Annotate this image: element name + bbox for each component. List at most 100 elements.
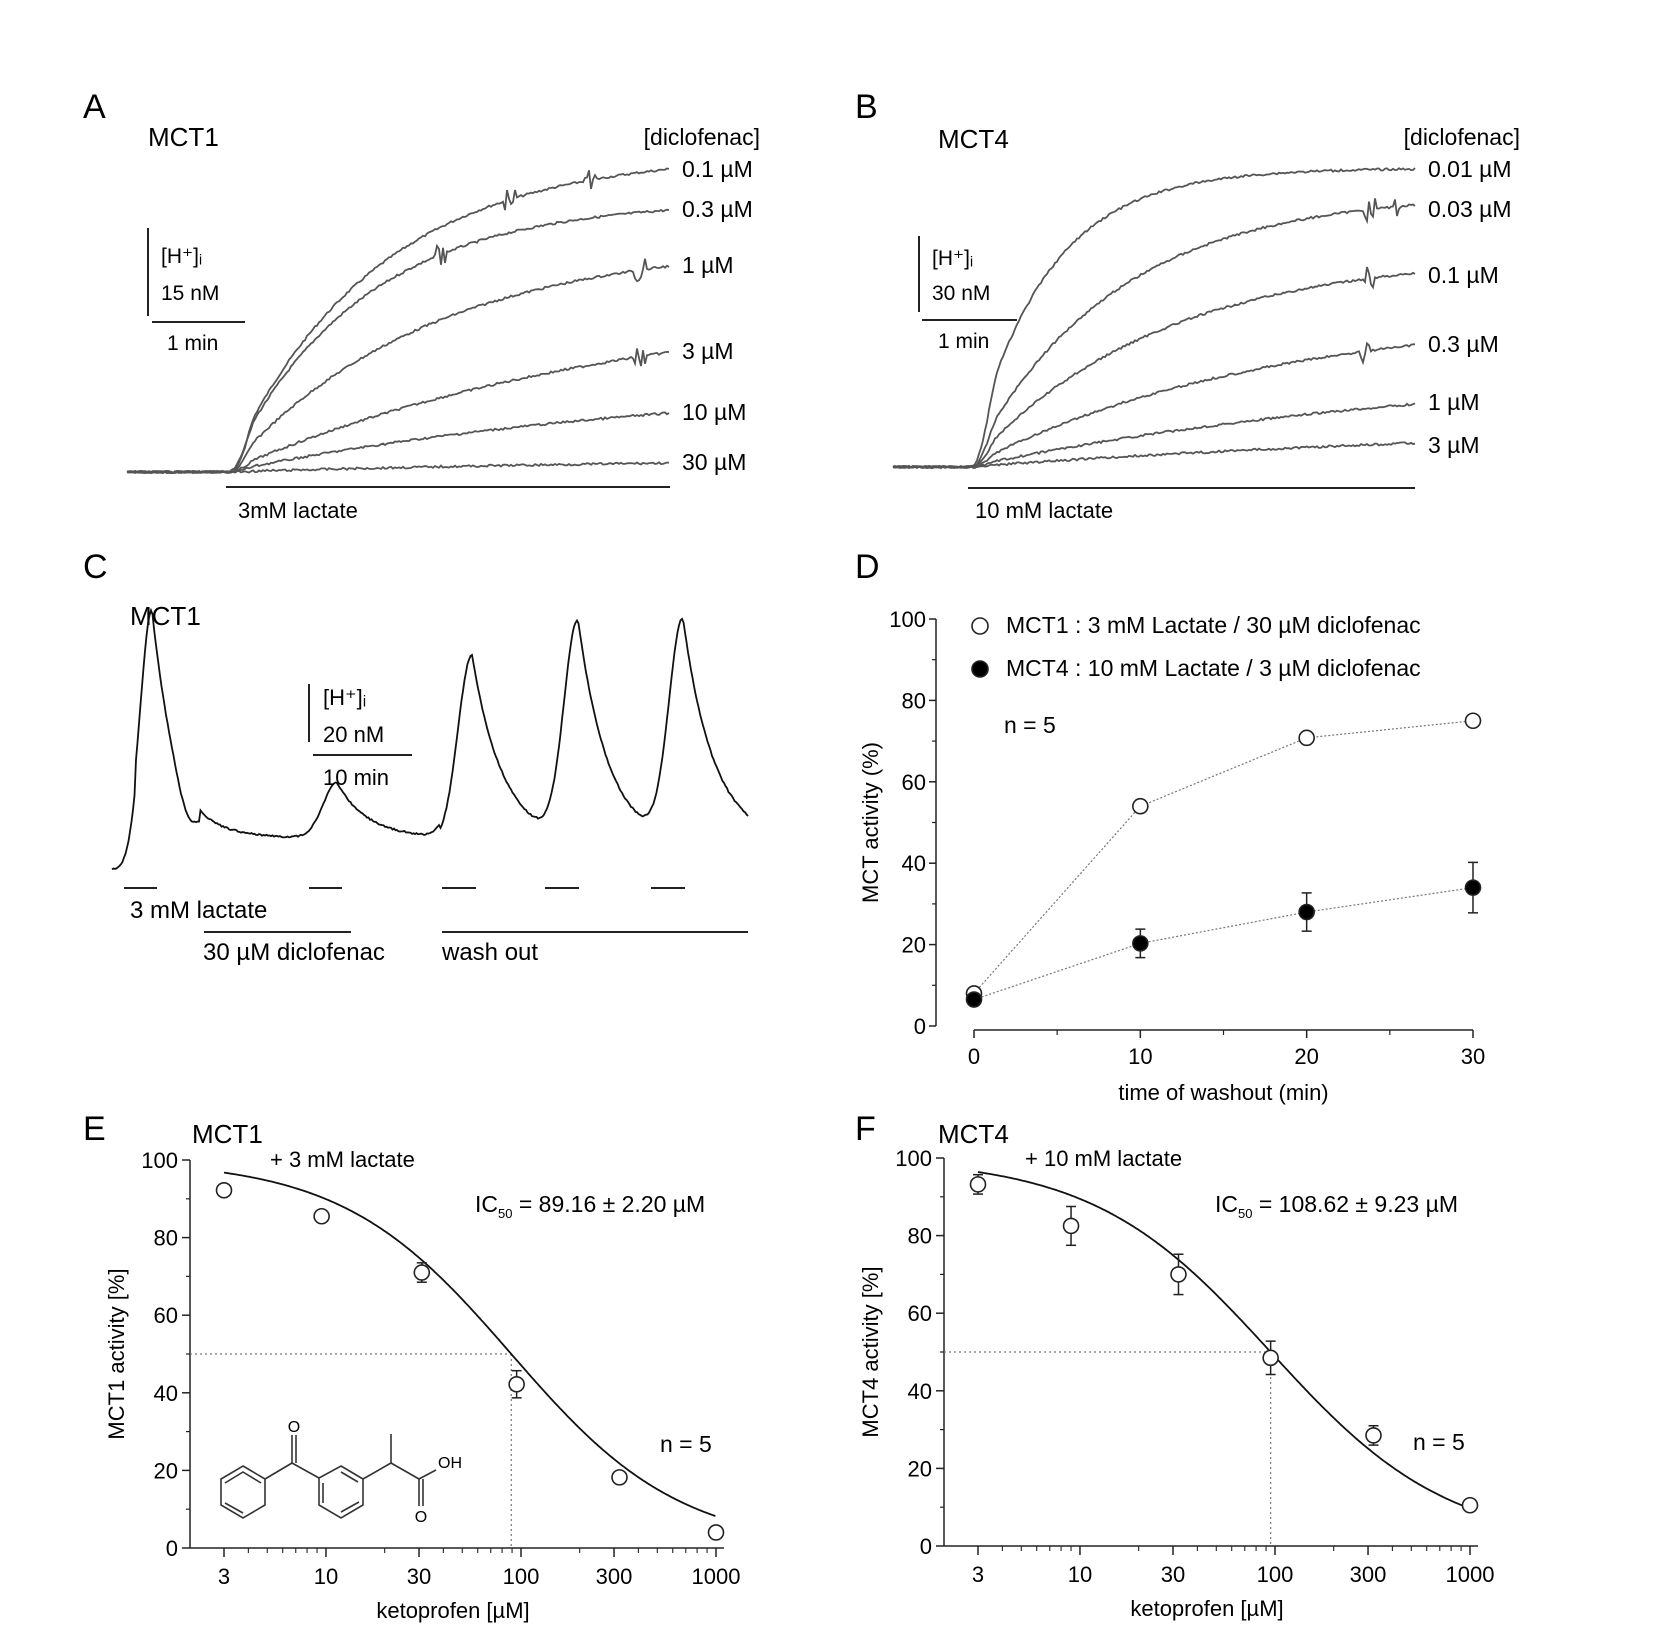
ic50-subscript: 50 xyxy=(498,1206,512,1221)
ic50-subscript: 50 xyxy=(1238,1206,1252,1221)
x-tick-label: 1000 xyxy=(1446,1562,1495,1587)
x-tick-label: 3 xyxy=(218,1564,230,1589)
panel-a-trace xyxy=(126,348,670,475)
x-tick-label: 10 xyxy=(1128,1044,1152,1069)
data-point xyxy=(611,1469,628,1486)
data-point xyxy=(1298,903,1315,921)
panel-c-washout-label: wash out xyxy=(441,939,538,966)
data-point xyxy=(215,1181,233,1199)
panel-a-scale-y-value: 15 nM xyxy=(161,282,219,305)
panel-b-trace-label: 0.01 µM xyxy=(1428,156,1512,182)
y-axis-label: MCT1 activity [%] xyxy=(104,1268,129,1439)
data-point xyxy=(1132,935,1149,952)
panel-a-trace-label: 1 µM xyxy=(682,252,734,278)
panel-a-trace-label: 30 µM xyxy=(682,449,746,475)
x-tick-label: 100 xyxy=(503,1564,540,1589)
y-tick-label: 0 xyxy=(914,1014,926,1039)
data-point xyxy=(313,1207,330,1225)
panel-c-trace-line xyxy=(111,607,749,871)
legend-marker xyxy=(971,617,989,635)
panel-c-lactate-label: 3 mM lactate xyxy=(130,897,267,924)
data-point xyxy=(1461,1496,1479,1514)
y-axis-label: MCT4 activity [%] xyxy=(858,1266,883,1437)
series-line xyxy=(973,720,1474,994)
y-tick-label: 20 xyxy=(908,1456,932,1481)
ic50-value: = 108.62 ± 9.23 µM xyxy=(1252,1191,1458,1217)
fit-curve xyxy=(223,1171,716,1517)
panel-a-scale-y-label: [H⁺]ᵢ xyxy=(161,245,202,268)
structure-atom-label: OH xyxy=(438,1455,462,1472)
y-tick-label: 60 xyxy=(154,1303,178,1328)
n-annotation: n = 5 xyxy=(1004,712,1056,738)
panel-b: B MCT4 [diclofenac] 0.01 µM 0.03 µM 0.1 … xyxy=(855,88,1520,523)
y-tick-label: 0 xyxy=(920,1534,932,1559)
panel-a-trace xyxy=(126,167,670,475)
data-point xyxy=(508,1375,525,1393)
panel-a-scale-x-value: 1 min xyxy=(167,332,218,355)
panel-e-title: MCT1 xyxy=(192,1119,263,1149)
panel-a: A MCT1 [diclofenac] 0.1 µM 0.3 µM 1 µM 3… xyxy=(83,88,760,523)
data-point xyxy=(413,1264,431,1281)
ic50-value: = 89.16 ± 2.20 µM xyxy=(512,1191,705,1217)
panel-b-legend-title: [diclofenac] xyxy=(1404,124,1520,150)
panel-a-traces xyxy=(126,167,670,475)
y-axis-label: MCT activity (%) xyxy=(858,742,883,903)
panel-a-trace-label: 0.3 µM xyxy=(682,196,753,222)
lactate-annotation: + 10 mM lactate xyxy=(1025,1146,1182,1171)
panel-a-trace-label: 10 µM xyxy=(682,399,746,425)
panel-a-trace-label: 3 µM xyxy=(682,338,734,364)
y-tick-label: 80 xyxy=(908,1224,932,1249)
n-annotation: n = 5 xyxy=(1413,1429,1465,1455)
legend-marker xyxy=(971,660,989,678)
fit-curve xyxy=(977,1171,1470,1510)
panel-letter-a: A xyxy=(83,88,106,126)
x-tick-label: 10 xyxy=(314,1564,338,1589)
x-tick-label: 30 xyxy=(407,1564,431,1589)
panel-letter-b: B xyxy=(855,88,878,126)
panel-a-title: MCT1 xyxy=(148,122,219,152)
panel-c-title: MCT1 xyxy=(130,601,201,631)
data-point xyxy=(1464,879,1482,896)
n-annotation: n = 5 xyxy=(660,1431,712,1457)
data-point xyxy=(1262,1349,1279,1367)
panel-b-trace xyxy=(892,266,1416,470)
panel-a-trace xyxy=(126,461,670,474)
y-tick-label: 40 xyxy=(154,1381,178,1406)
y-tick-label: 20 xyxy=(154,1458,178,1483)
panel-b-trace-label: 1 µM xyxy=(1428,389,1480,415)
panel-b-trace-label: 0.1 µM xyxy=(1428,262,1499,288)
panel-d-plot: 0 20 40 60 80 100 0 10 20 30 time of washout (min)… xyxy=(858,607,1485,1105)
x-tick-label: 30 xyxy=(1161,1562,1185,1587)
ic50-annotation: IC50 = 108.62 ± 9.23 µM xyxy=(1215,1191,1458,1221)
y-tick-label: 80 xyxy=(154,1226,178,1251)
x-tick-label: 300 xyxy=(596,1564,633,1589)
data-point xyxy=(969,1176,987,1193)
y-tick-label: 40 xyxy=(902,851,926,876)
y-tick-label: 40 xyxy=(908,1379,932,1404)
ic50-label: IC xyxy=(475,1191,498,1217)
y-tick-label: 100 xyxy=(141,1148,178,1173)
data-point xyxy=(1298,729,1315,747)
structure-atom-label: O xyxy=(288,1419,300,1436)
y-tick-label: 20 xyxy=(902,933,926,958)
panel-c-scale-y-label: [H⁺]ᵢ xyxy=(323,685,366,710)
panel-b-lactate-label: 10 mM lactate xyxy=(975,498,1113,523)
panel-b-trace-label: 3 µM xyxy=(1428,432,1480,458)
data-point xyxy=(1365,1427,1382,1444)
panel-f-title: MCT4 xyxy=(938,1119,1009,1149)
x-tick-label: 0 xyxy=(968,1044,980,1069)
panel-a-legend-title: [diclofenac] xyxy=(644,124,760,150)
panel-c-diclofenac-label: 30 µM diclofenac xyxy=(203,939,385,966)
panel-c-scale-y-value: 20 nM xyxy=(323,722,384,747)
panel-e: E MCT1 0 20 40 60 80 100 3 10 30 100 300 1000 ketopr… xyxy=(83,1110,740,1623)
x-tick-label: 20 xyxy=(1294,1044,1318,1069)
data-point xyxy=(707,1524,725,1541)
panel-b-trace xyxy=(892,198,1416,469)
panel-e-plot: 0 20 40 60 80 100 3 10 30 100 300 1000 ketoprofen [µ… xyxy=(104,1147,740,1623)
data-point xyxy=(965,991,983,1008)
y-tick-label: 0 xyxy=(166,1536,178,1561)
panel-b-trace-label: 0.03 µM xyxy=(1428,196,1512,222)
panel-b-trace xyxy=(892,441,1416,470)
data-point xyxy=(1464,712,1482,730)
